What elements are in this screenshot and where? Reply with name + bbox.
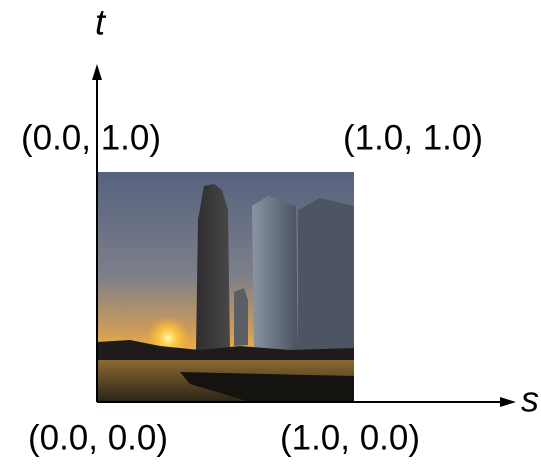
s-arrowhead	[500, 397, 516, 407]
t-arrowhead	[92, 64, 102, 80]
corner-label: (0.0, 0.0)	[28, 418, 168, 457]
s-label: s	[521, 379, 539, 420]
corner-label: (1.0, 1.0)	[343, 118, 483, 157]
page: {"axes": {"vertical": "t", "horizontal":…	[0, 0, 541, 464]
corner-label: (1.0, 0.0)	[280, 418, 420, 457]
texture-coordinate-diagram: t s (0.0, 1.0) (1.0, 1.0) (0.0, 0.0) (1.…	[0, 0, 541, 464]
t-label: t	[95, 2, 107, 43]
photo	[97, 172, 354, 402]
corner-label: (0.0, 1.0)	[21, 118, 161, 157]
